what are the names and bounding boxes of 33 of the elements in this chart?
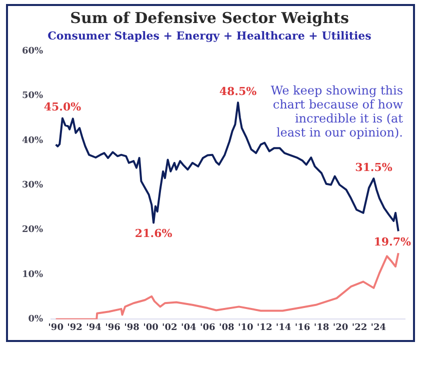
annotation: 31.5% — [355, 160, 393, 174]
x-tick-label: '04 — [181, 322, 196, 333]
annotation: 45.0% — [44, 100, 82, 114]
x-tick-label: '06 — [200, 322, 216, 333]
y-tick-label: 40% — [22, 136, 44, 146]
y-tick-label: 30% — [22, 180, 44, 191]
annotation: 48.5% — [219, 84, 258, 98]
y-tick-label: 60% — [22, 46, 44, 57]
x-tick-label: '94 — [86, 322, 102, 333]
x-tick-label: '12 — [256, 322, 272, 333]
y-tick-label: 0% — [28, 314, 44, 325]
y-tick-label: 50% — [22, 91, 44, 102]
x-tick-label: '18 — [314, 322, 330, 333]
x-tick-label: '16 — [294, 322, 310, 333]
x-tick-label: '96 — [105, 322, 120, 333]
x-tick-label: '24 — [370, 322, 386, 333]
chart-title: Sum of Defensive Sector Weights — [70, 8, 349, 27]
annotation: We keep showing this chart because of how incredible it is (at least in our opinion). — [270, 83, 404, 140]
annotation: 19.7% — [374, 236, 412, 249]
x-tick-label: '00 — [143, 322, 158, 333]
x-tick-label: '90 — [48, 322, 64, 333]
x-tick-label: '02 — [162, 322, 178, 333]
x-tick-label: '14 — [276, 322, 292, 333]
x-tick-label: '20 — [332, 322, 348, 333]
x-tick-label: '22 — [352, 322, 368, 333]
annotation: 21.6% — [134, 227, 173, 240]
x-tick-label: '10 — [238, 322, 254, 333]
x-tick-label: '92 — [67, 322, 82, 333]
x-tick-label: '08 — [218, 322, 234, 333]
y-tick-label: 10% — [22, 270, 44, 280]
chart-subtitle: Consumer Staples + Energy + Healthcare + Utilities — [48, 29, 372, 42]
y-tick-label: 20% — [22, 225, 44, 236]
x-tick-label: '98 — [124, 322, 140, 333]
